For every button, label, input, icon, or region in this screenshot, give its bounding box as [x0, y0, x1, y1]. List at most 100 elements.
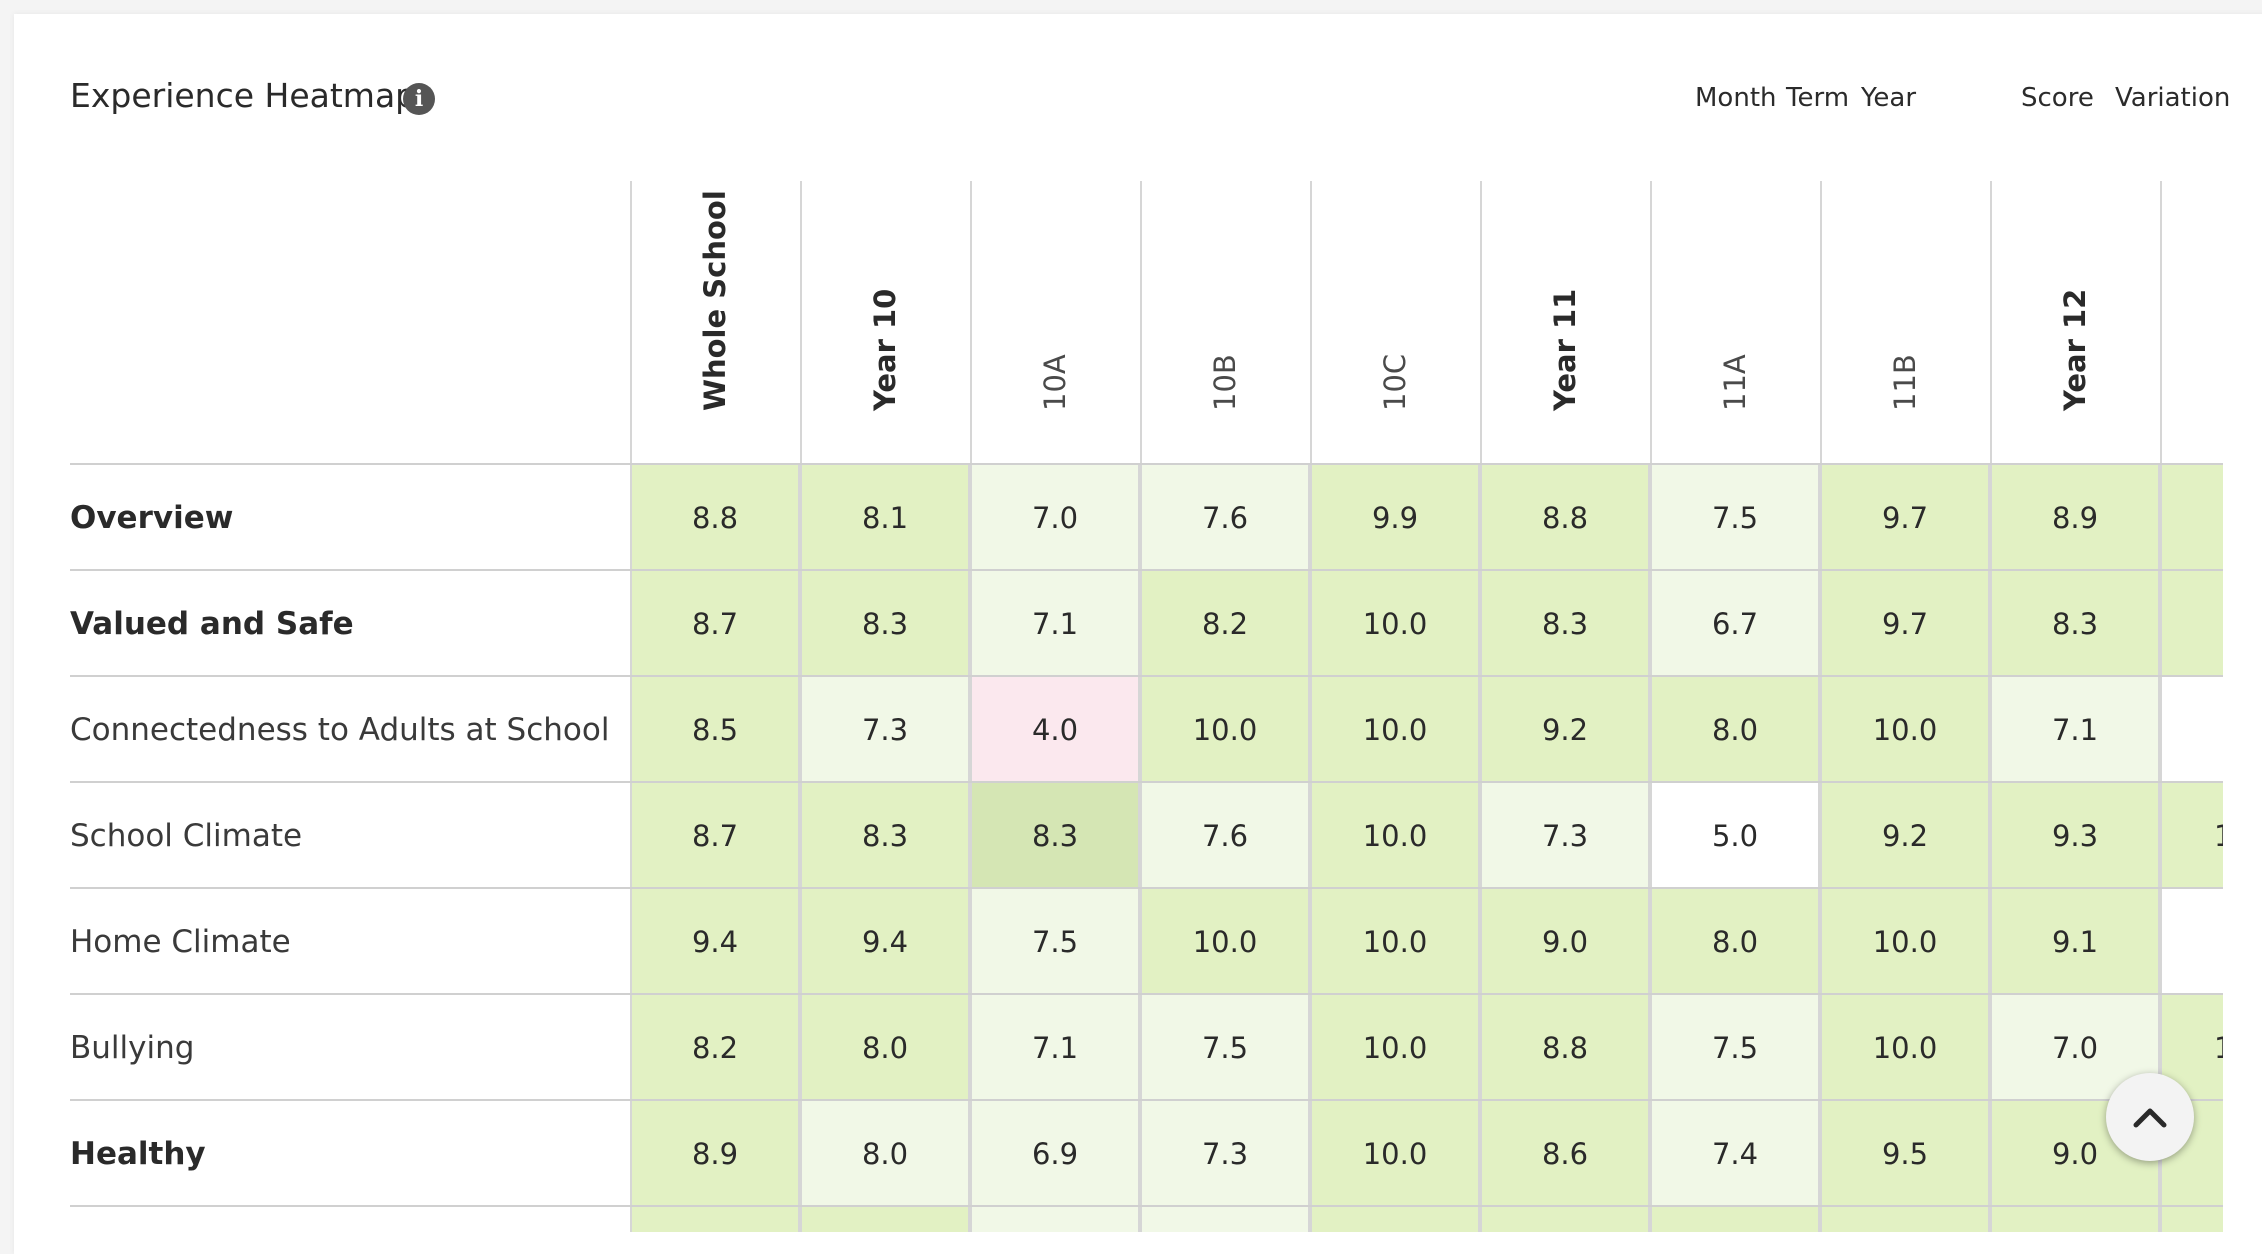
heatmap-cell[interactable]: 8.8	[1482, 465, 1650, 571]
heatmap-cell[interactable]: 10.0	[1822, 677, 1990, 783]
heatmap-cell[interactable]: 8.0	[802, 1101, 970, 1207]
column-header-11a[interactable]: 11A	[1650, 181, 1819, 461]
heatmap-cell[interactable]: 9.1	[1992, 889, 2160, 995]
heatmap-cell[interactable]: 7.3	[1482, 783, 1650, 889]
heatmap-cell[interactable]: 5.0	[1652, 783, 1820, 889]
column-header-10c[interactable]: 10C	[1310, 181, 1479, 461]
heatmap-cell[interactable]: 7.1	[972, 571, 1140, 677]
heatmap-cell[interactable]	[1312, 1207, 1480, 1232]
column-header-label: 10B	[1207, 354, 1242, 411]
heatmap-cell[interactable]: 9.0	[1482, 889, 1650, 995]
heatmap-cell[interactable]: 8.5	[632, 677, 800, 783]
heatmap-cell[interactable]: 10.0	[1312, 571, 1480, 677]
heatmap-cell-partial[interactable]	[2162, 677, 2223, 783]
heatmap-cell[interactable]: 8.3	[972, 783, 1140, 889]
period-toggle-term[interactable]: Term	[1786, 83, 1850, 113]
column-divider	[1140, 181, 1142, 1232]
heatmap-cell[interactable]: 8.3	[1992, 571, 2160, 677]
heatmap-cell[interactable]: 10.0	[1312, 995, 1480, 1101]
column-header-label: 10C	[1377, 353, 1412, 411]
column-header-11b[interactable]: 11B	[1820, 181, 1989, 461]
row-label-healthy: Healthy	[70, 1136, 206, 1172]
heatmap-cell[interactable]: 9.5	[1822, 1101, 1990, 1207]
mode-toggle-score[interactable]: Score	[2021, 83, 2094, 113]
table-row: Valued and Safe 8.7 8.3 7.1 8.2 10.0 8.3 6.7 9.7…	[70, 569, 2223, 677]
column-header-10b[interactable]: 10B	[1140, 181, 1309, 461]
heatmap-cell[interactable]: 10.0	[1312, 889, 1480, 995]
heatmap-cell[interactable]: 8.9	[1992, 465, 2160, 571]
period-toggle-year[interactable]: Year	[1861, 83, 1917, 113]
heatmap-cell[interactable]: 7.5	[1652, 995, 1820, 1101]
heatmap-cell[interactable]	[2162, 1207, 2223, 1232]
heatmap-cell-partial[interactable]	[2162, 465, 2223, 571]
heatmap-cell[interactable]: 8.7	[632, 571, 800, 677]
heatmap-cell[interactable]: 8.8	[1482, 995, 1650, 1101]
heatmap-cell[interactable]: 7.5	[1652, 465, 1820, 571]
heatmap-cell[interactable]: 10.0	[1822, 889, 1990, 995]
heatmap-cell[interactable]: 10.0	[1312, 1101, 1480, 1207]
heatmap-cell[interactable]	[1992, 1207, 2160, 1232]
heatmap-cell[interactable]: 8.0	[802, 995, 970, 1101]
heatmap-cell[interactable]: 10.0	[1142, 889, 1310, 995]
heatmap-cell[interactable]: 9.7	[1822, 465, 1990, 571]
heatmap-cell[interactable]: 7.4	[1652, 1101, 1820, 1207]
heatmap-cell-partial[interactable]	[2162, 571, 2223, 677]
heatmap-cell[interactable]: 7.5	[972, 889, 1140, 995]
heatmap-cell[interactable]: 7.6	[1142, 465, 1310, 571]
heatmap-cell[interactable]: 7.5	[1142, 995, 1310, 1101]
heatmap-cell[interactable]: 8.7	[632, 783, 800, 889]
heatmap-cell[interactable]: 9.7	[1822, 571, 1990, 677]
heatmap-cell[interactable]: 8.2	[632, 995, 800, 1101]
heatmap-cell[interactable]: 7.6	[1142, 783, 1310, 889]
heatmap-cell[interactable]: 9.4	[632, 889, 800, 995]
heatmap-cell[interactable]: 7.3	[802, 677, 970, 783]
heatmap-cell[interactable]: 9.2	[1822, 783, 1990, 889]
heatmap-cell[interactable]: 6.7	[1652, 571, 1820, 677]
heatmap-cell[interactable]: 10.0	[1312, 677, 1480, 783]
heatmap-cell[interactable]: 4.0	[972, 677, 1140, 783]
heatmap-cell-partial[interactable]: 1	[2162, 783, 2223, 889]
heatmap-cell[interactable]: 9.2	[1482, 677, 1650, 783]
heatmap-cell[interactable]: 8.8	[632, 465, 800, 571]
heatmap-cell[interactable]: 7.0	[972, 465, 1140, 571]
heatmap-cell[interactable]: 8.9	[632, 1101, 800, 1207]
column-header-year-12[interactable]: Year 12	[1990, 181, 2159, 461]
mode-toggle-variation[interactable]: Variation	[2115, 83, 2231, 113]
heatmap-cell[interactable]: 9.9	[1312, 465, 1480, 571]
heatmap-cell[interactable]: 7.3	[1142, 1101, 1310, 1207]
heatmap-cell[interactable]	[1142, 1207, 1310, 1232]
heatmap-cell[interactable]: 7.1	[1992, 677, 2160, 783]
period-toggle-month[interactable]: Month	[1695, 83, 1777, 113]
column-header-whole-school[interactable]: Whole School	[630, 181, 799, 461]
heatmap-cell[interactable]	[1652, 1207, 1820, 1232]
heatmap-cell[interactable]: 10.0	[1312, 783, 1480, 889]
heatmap-cell[interactable]: 8.2	[1142, 571, 1310, 677]
heatmap-cell[interactable]: 10.0	[1822, 995, 1990, 1101]
heatmap-cell[interactable]: 8.0	[1652, 889, 1820, 995]
heatmap-cell[interactable]: 7.1	[972, 995, 1140, 1101]
table-row: Connectedness to Adults at School 8.5 7.3 4…	[70, 675, 2223, 783]
column-header-10a[interactable]: 10A	[970, 181, 1139, 461]
heatmap-cell[interactable]	[802, 1207, 970, 1232]
heatmap-cell[interactable]: 8.3	[802, 571, 970, 677]
scroll-to-top-button[interactable]	[2106, 1073, 2194, 1161]
info-icon[interactable]: i	[403, 83, 435, 115]
heatmap-cell-partial[interactable]	[2162, 889, 2223, 995]
heatmap-cell[interactable]: 8.0	[1652, 677, 1820, 783]
heatmap-cell[interactable]: 6.9	[972, 1101, 1140, 1207]
heatmap-cell[interactable]: 9.3	[1992, 783, 2160, 889]
heatmap-cell[interactable]: 10.0	[1142, 677, 1310, 783]
heatmap-cell[interactable]	[1482, 1207, 1650, 1232]
column-header-year-11[interactable]: Year 11	[1480, 181, 1649, 461]
heatmap-cell[interactable]: 8.3	[802, 783, 970, 889]
heatmap-cell[interactable]	[1822, 1207, 1990, 1232]
heatmap-cell[interactable]: 8.1	[802, 465, 970, 571]
heatmap-cell[interactable]	[972, 1207, 1140, 1232]
heatmap-cell[interactable]: 8.3	[1482, 571, 1650, 677]
heatmap-cell[interactable]: 9.4	[802, 889, 970, 995]
heatmap-cell[interactable]: 8.6	[1482, 1101, 1650, 1207]
heatmap-cell[interactable]	[632, 1207, 800, 1232]
column-divider	[1820, 181, 1822, 1232]
column-header-year-10[interactable]: Year 10	[800, 181, 969, 461]
